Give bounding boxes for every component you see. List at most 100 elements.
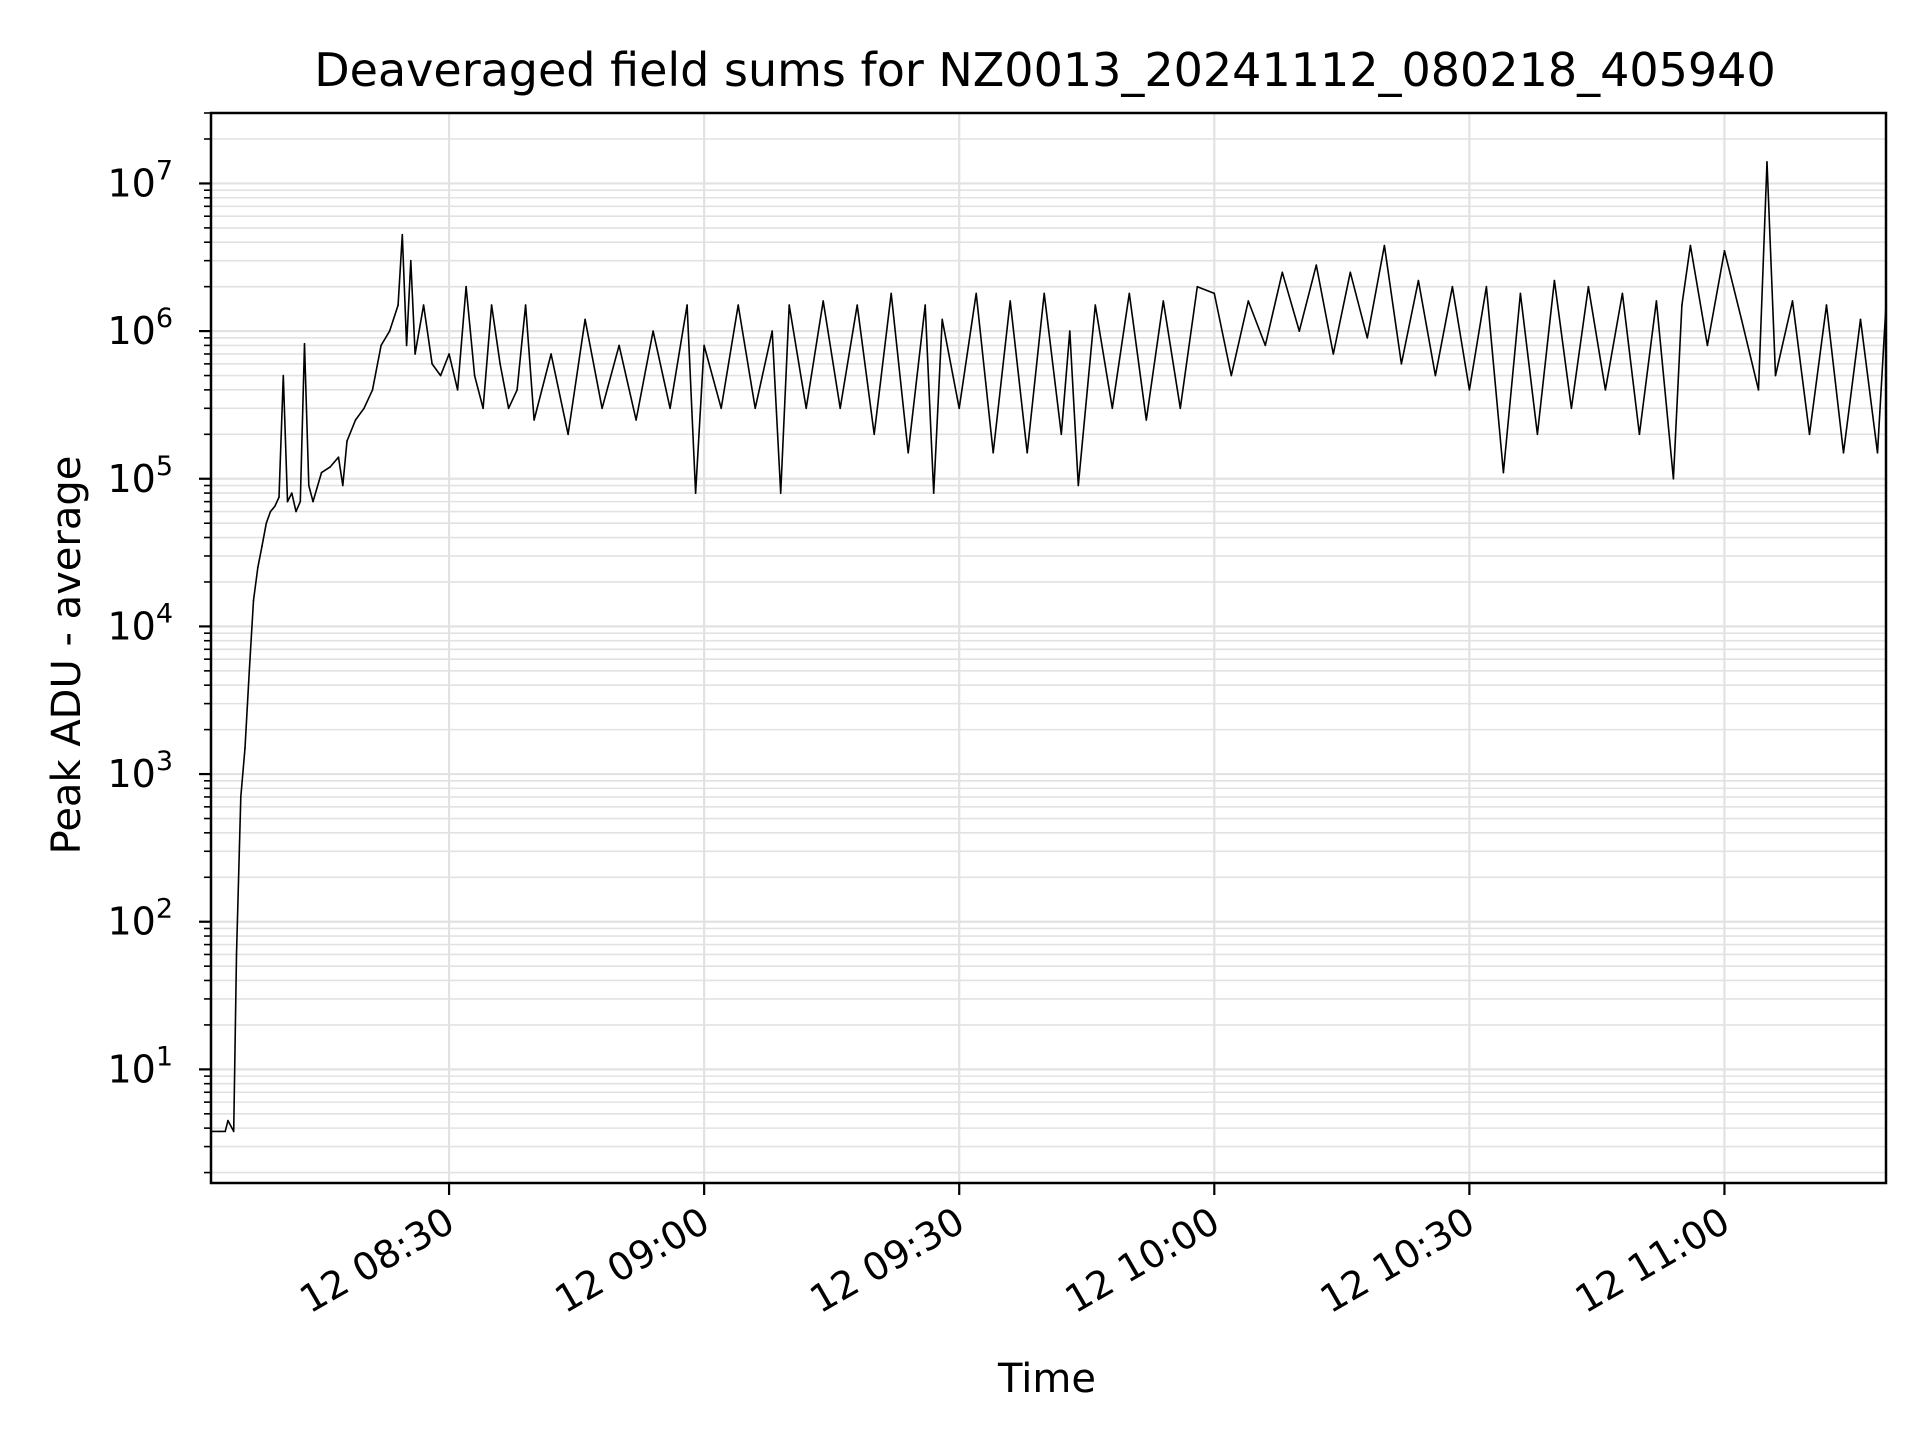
ticks-layer: 101 102 103 104 105 106 107 12 08:30 12 09:00 12 …	[107, 112, 1737, 1322]
data-point	[337, 456, 340, 458]
data-point	[401, 233, 404, 236]
data-point	[414, 353, 416, 355]
data-point	[278, 496, 280, 499]
data-point	[1825, 304, 1828, 306]
data-point	[958, 407, 961, 410]
data-point	[669, 407, 671, 410]
data-point	[256, 566, 259, 569]
data-point	[907, 451, 910, 454]
data-point	[346, 440, 348, 442]
data-point	[1179, 407, 1182, 410]
data-point	[771, 330, 773, 332]
data-point	[1298, 330, 1301, 332]
data-point	[686, 304, 688, 306]
data-point	[380, 344, 382, 347]
data-point	[1808, 433, 1811, 436]
data-point	[1485, 285, 1488, 288]
data-point	[295, 510, 297, 513]
data-point	[992, 451, 995, 454]
data-point	[1604, 389, 1607, 391]
data-point	[329, 466, 331, 468]
data-point	[341, 484, 344, 487]
data-point	[618, 344, 620, 347]
data-point	[1859, 318, 1862, 321]
data-point	[439, 374, 442, 377]
data-point	[265, 522, 268, 525]
x-axis-label: Time	[997, 1356, 1096, 1402]
chart-title: Deaveraged field sums for NZ0013_2024111…	[314, 43, 1775, 97]
x-tick-label: 12 10:30	[1313, 1199, 1482, 1322]
data-point	[1009, 300, 1012, 302]
data-point	[320, 471, 323, 474]
data-point	[635, 419, 637, 421]
data-point	[456, 389, 459, 391]
data-point	[290, 492, 293, 494]
data-point	[371, 389, 374, 391]
data-point	[1162, 300, 1165, 302]
x-tick-label: 12 09:30	[803, 1199, 972, 1322]
data-point	[1264, 344, 1267, 347]
data-point	[924, 304, 927, 306]
data-point	[1791, 300, 1794, 302]
data-point	[1111, 407, 1114, 410]
data-point	[273, 505, 276, 508]
data-point	[1621, 292, 1624, 295]
data-point	[703, 344, 705, 347]
data-point	[1094, 304, 1097, 306]
data-point	[1553, 279, 1556, 282]
data-point	[1672, 477, 1675, 480]
data-point	[1366, 337, 1369, 339]
data-point	[516, 389, 518, 391]
data-point	[1757, 389, 1760, 391]
grid-layer	[211, 112, 1886, 1183]
y-tick-label: 105	[107, 451, 173, 501]
data-point	[975, 292, 978, 295]
data-point	[584, 318, 586, 321]
data-point	[227, 1119, 229, 1122]
data-point	[1587, 285, 1590, 288]
data-point	[779, 492, 782, 494]
data-point	[932, 492, 935, 494]
data-point	[533, 419, 535, 421]
data-point	[1247, 300, 1250, 302]
data-point	[232, 1130, 235, 1133]
x-tick-label: 12 08:30	[292, 1199, 461, 1322]
data-point	[363, 407, 365, 410]
data-point	[1128, 292, 1131, 295]
data-point	[737, 304, 739, 306]
data-point	[1026, 451, 1029, 454]
data-point	[1689, 244, 1692, 247]
data-point	[1681, 304, 1683, 306]
data-point	[261, 545, 263, 547]
data-point	[303, 343, 306, 345]
data-point	[1400, 363, 1403, 365]
data-point	[1196, 285, 1199, 288]
x-tick-label: 12 10:00	[1058, 1199, 1227, 1322]
data-point	[941, 318, 944, 321]
data-point	[282, 374, 285, 377]
x-tick-label: 12 11:00	[1568, 1199, 1737, 1322]
data-point	[754, 407, 756, 410]
data-point	[388, 330, 391, 332]
data-point	[1723, 249, 1726, 252]
data-point	[1043, 292, 1046, 295]
data-point	[1638, 433, 1641, 436]
data-point	[1774, 374, 1777, 377]
data-point	[465, 285, 467, 288]
data-point	[1655, 300, 1658, 302]
data-point	[1766, 161, 1768, 163]
data-point	[1230, 374, 1233, 377]
data-point	[410, 259, 412, 262]
plot-frame	[209, 111, 1888, 1185]
data-point	[1068, 330, 1071, 332]
y-tick-label: 107	[107, 155, 173, 205]
data-point	[839, 407, 841, 410]
data-point	[507, 407, 510, 410]
data-point	[422, 304, 425, 306]
data-point	[252, 599, 255, 602]
series-line	[211, 161, 1887, 1133]
data-point	[1519, 292, 1522, 295]
data-point	[1502, 471, 1505, 474]
